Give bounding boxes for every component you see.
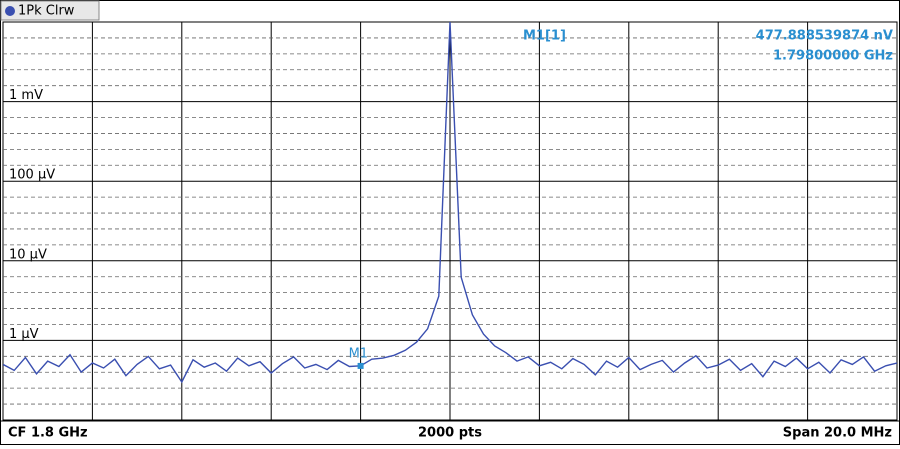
y-tick-label: 1 mV (9, 88, 43, 103)
trace-dot (5, 6, 15, 16)
y-tick-label: 1 µV (9, 327, 39, 342)
marker-point (357, 362, 364, 369)
plot (3, 22, 897, 384)
marker-value: 477.888539874 nV (756, 29, 893, 44)
y-tick-label: 100 µV (9, 168, 55, 183)
points: 2000 pts (418, 426, 482, 441)
marker-title: M1[1] (523, 29, 566, 44)
trace-tab (0, 0, 100, 21)
y-tick-label: 10 µV (9, 247, 47, 262)
marker-label: M1 (349, 346, 369, 361)
span: Span 20.0 MHz (783, 426, 892, 441)
trace-label: 1Pk Clrw (18, 4, 75, 19)
center-frequency: CF 1.8 GHz (8, 426, 88, 441)
grid: 1 mV 100 µV 10 µV 1 µV (3, 22, 897, 420)
marker-frequency: 1.79800000 GHz (773, 49, 893, 64)
trace (3, 22, 897, 384)
